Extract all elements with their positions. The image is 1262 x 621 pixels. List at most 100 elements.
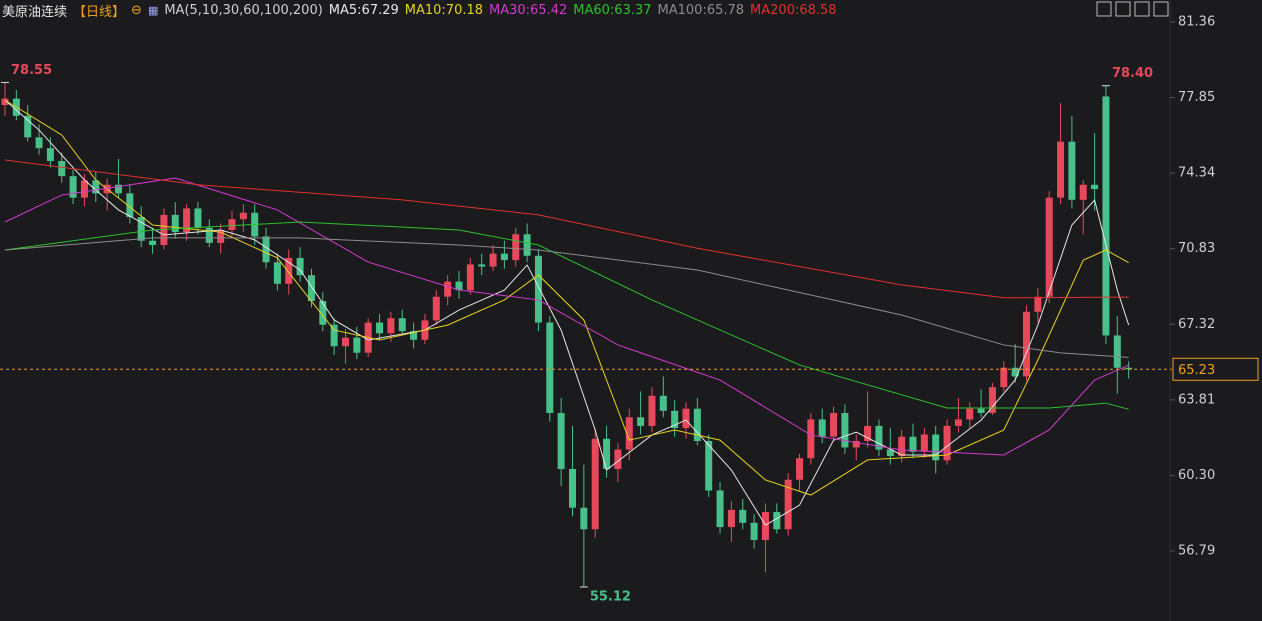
candle-body (569, 468, 576, 508)
candle-body (149, 240, 157, 246)
candle-body (977, 408, 985, 413)
candle-body (296, 257, 304, 276)
candle-body (330, 324, 338, 347)
candle-body (307, 275, 315, 302)
header: 美原油连续 【日线】 ⊖ ▦ MA(5,10,30,60,100,200) MA… (2, 0, 837, 20)
candle-body (478, 264, 486, 267)
ma-line (4, 221, 1129, 410)
candle-body (988, 387, 996, 413)
candle-body (1091, 184, 1099, 190)
tool-icon[interactable] (1153, 1, 1169, 17)
candle-body (319, 301, 327, 325)
annotation-label: 78.40 (1112, 66, 1153, 81)
annotation-label: 55.12 (590, 589, 631, 604)
candle-body (273, 262, 281, 284)
candle-body (1102, 96, 1110, 336)
candle-body (864, 425, 872, 441)
candle-body (739, 509, 747, 523)
candle-body (966, 408, 974, 420)
legend-entry: MA5:67.29 (328, 2, 399, 18)
candle-body (410, 331, 418, 340)
candle-body (705, 440, 713, 491)
ma-line (4, 237, 1129, 358)
legend-entry: MA200:68.58 (750, 2, 837, 18)
legend-entry: MA100:65.78 (657, 2, 745, 18)
y-tick-label: 81.36 (1178, 14, 1215, 29)
y-tick-label: 74.34 (1178, 166, 1215, 181)
ma-spec: MA(5,10,30,60,100,200) (164, 2, 323, 18)
candle-body (909, 436, 917, 452)
candle-body (648, 395, 656, 426)
candle-body (353, 337, 361, 353)
candle-body (262, 236, 270, 263)
candle-body (239, 212, 247, 220)
candle-body (1045, 197, 1053, 297)
y-tick-label: 67.32 (1178, 317, 1215, 332)
last-price-label: 65.23 (1178, 363, 1215, 378)
ma-line (4, 177, 1129, 456)
candle-body (693, 408, 701, 441)
candle-body (898, 436, 906, 457)
candle-body (557, 412, 565, 469)
candle-body (466, 264, 474, 291)
candle-body (818, 419, 826, 437)
ma-line (4, 99, 1130, 526)
candle-body (194, 208, 202, 228)
tool-icon[interactable] (1134, 1, 1150, 17)
ma-line (4, 99, 1129, 496)
candle-body (920, 434, 928, 452)
candle-body (444, 281, 452, 297)
candle-body (58, 161, 66, 177)
candle-body (716, 490, 724, 528)
candle-body (954, 419, 962, 426)
y-tick-label: 60.30 (1178, 468, 1215, 483)
y-tick-label: 77.85 (1178, 90, 1215, 105)
period[interactable]: 【日线】 (73, 4, 126, 20)
candle-body (455, 281, 463, 291)
ma-icon[interactable]: ▦ (147, 3, 159, 17)
candles (1, 82, 1133, 587)
candle-body (841, 412, 849, 448)
candle-body (784, 479, 792, 530)
candle-body (671, 410, 679, 429)
candle-body (830, 412, 838, 437)
candle-body (183, 208, 191, 233)
candle-body (92, 180, 100, 194)
tool-icon[interactable] (1096, 1, 1112, 17)
candle-body (228, 219, 236, 230)
candle-body (591, 438, 599, 530)
toggle-icon[interactable]: ⊖ (131, 2, 142, 18)
candle-body (682, 408, 690, 429)
candle-body (727, 509, 735, 528)
candle-body (1000, 367, 1008, 388)
candle-body (932, 434, 940, 461)
candle-body (126, 193, 134, 218)
candle-body (750, 522, 758, 541)
candle-body (659, 395, 667, 411)
candle-body (24, 115, 32, 138)
candle-body (807, 419, 815, 459)
candle-body (432, 296, 440, 321)
candle-body (534, 255, 542, 323)
candle-body (1079, 184, 1087, 200)
candle-body (625, 417, 633, 450)
legend-entry: MA30:65.42 (489, 2, 568, 18)
y-tick-label: 70.83 (1178, 241, 1215, 256)
candle-body (1034, 296, 1042, 312)
legend-entry: MA60:63.37 (573, 2, 652, 18)
candle-body (943, 425, 951, 461)
last-price-box (1172, 357, 1259, 381)
tool-icon[interactable] (1115, 1, 1131, 17)
legend-entry: MA10:70.18 (404, 2, 484, 18)
candle-body (398, 318, 406, 332)
candle-body (217, 229, 225, 243)
candle-body (1023, 311, 1030, 377)
y-tick-label: 63.81 (1178, 392, 1215, 407)
candle-body (69, 176, 77, 198)
toolbar[interactable] (1096, 1, 1169, 17)
candle-body (35, 137, 43, 149)
candle-body (523, 234, 531, 256)
candle-body (342, 337, 349, 347)
